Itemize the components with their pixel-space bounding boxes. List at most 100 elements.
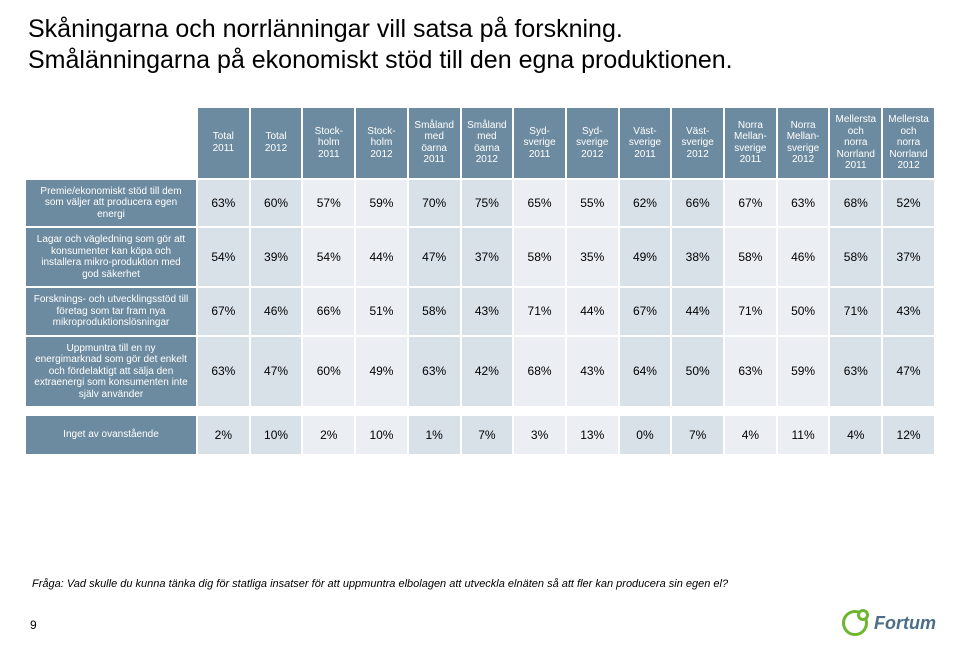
rowlabel-header <box>26 108 196 178</box>
data-cell: 60% <box>303 337 354 407</box>
column-header: Syd-sverige2011 <box>514 108 565 178</box>
data-cell: 44% <box>672 288 723 335</box>
data-cell: 58% <box>725 228 776 286</box>
data-cell: 65% <box>514 180 565 227</box>
column-header: MellerstaochnorraNorrland2012 <box>883 108 934 178</box>
brand-logo: Fortum <box>842 610 936 636</box>
column-header: Stock-holm2011 <box>303 108 354 178</box>
data-cell: 52% <box>883 180 934 227</box>
data-cell: 59% <box>356 180 407 227</box>
data-cell: 60% <box>251 180 302 227</box>
data-cell: 49% <box>620 228 671 286</box>
data-cell: 7% <box>672 416 723 454</box>
data-cell: 11% <box>778 416 829 454</box>
data-cell: 37% <box>462 228 513 286</box>
table-row: Lagar och vägledning som gör att konsume… <box>26 228 934 286</box>
row-label: Forsknings- och utvecklingsstöd till för… <box>26 288 196 335</box>
data-cell: 67% <box>725 180 776 227</box>
data-cell: 54% <box>198 228 249 286</box>
data-table: Total2011Total2012Stock-holm2011Stock-ho… <box>24 106 936 456</box>
data-cell: 62% <box>620 180 671 227</box>
data-cell: 39% <box>251 228 302 286</box>
data-cell: 43% <box>462 288 513 335</box>
data-cell: 4% <box>830 416 881 454</box>
data-cell: 68% <box>830 180 881 227</box>
data-cell: 1% <box>409 416 460 454</box>
data-cell: 63% <box>198 337 249 407</box>
data-cell: 44% <box>356 228 407 286</box>
data-cell: 63% <box>409 337 460 407</box>
table-row: Forsknings- och utvecklingsstöd till för… <box>26 288 934 335</box>
data-cell: 57% <box>303 180 354 227</box>
column-header: NorraMellan-sverige2011 <box>725 108 776 178</box>
table-row: Uppmuntra till en ny energimarknad som g… <box>26 337 934 407</box>
column-header: Total2012 <box>251 108 302 178</box>
data-cell: 42% <box>462 337 513 407</box>
table-row: Inget av ovanstående2%10%2%10%1%7%3%13%0… <box>26 416 934 454</box>
data-cell: 0% <box>620 416 671 454</box>
data-cell: 64% <box>620 337 671 407</box>
data-cell: 51% <box>356 288 407 335</box>
row-label: Uppmuntra till en ny energimarknad som g… <box>26 337 196 407</box>
data-cell: 47% <box>883 337 934 407</box>
data-cell: 54% <box>303 228 354 286</box>
data-cell: 71% <box>725 288 776 335</box>
data-cell: 67% <box>198 288 249 335</box>
data-cell: 58% <box>409 288 460 335</box>
data-cell: 46% <box>778 228 829 286</box>
data-cell: 50% <box>672 337 723 407</box>
data-cell: 66% <box>672 180 723 227</box>
data-cell: 47% <box>251 337 302 407</box>
data-cell: 2% <box>303 416 354 454</box>
data-cell: 68% <box>514 337 565 407</box>
data-cell: 55% <box>567 180 618 227</box>
data-cell: 3% <box>514 416 565 454</box>
data-cell: 10% <box>356 416 407 454</box>
column-header: NorraMellan-sverige2012 <box>778 108 829 178</box>
data-cell: 13% <box>567 416 618 454</box>
slide-title: Skåningarna och norrlänningar vill satsa… <box>28 14 733 77</box>
data-table-container: Total2011Total2012Stock-holm2011Stock-ho… <box>24 106 936 456</box>
brand-name: Fortum <box>874 613 936 634</box>
data-cell: 63% <box>830 337 881 407</box>
column-header: Smålandmedöarna2011 <box>409 108 460 178</box>
data-cell: 2% <box>198 416 249 454</box>
data-cell: 67% <box>620 288 671 335</box>
data-cell: 43% <box>567 337 618 407</box>
column-header: Väst-sverige2011 <box>620 108 671 178</box>
data-cell: 63% <box>198 180 249 227</box>
data-cell: 66% <box>303 288 354 335</box>
data-cell: 63% <box>778 180 829 227</box>
data-cell: 58% <box>514 228 565 286</box>
column-header: Stock-holm2012 <box>356 108 407 178</box>
data-cell: 71% <box>514 288 565 335</box>
data-cell: 63% <box>725 337 776 407</box>
data-cell: 75% <box>462 180 513 227</box>
row-label: Inget av ovanstående <box>26 416 196 454</box>
column-header: Syd-sverige2012 <box>567 108 618 178</box>
column-header: Total2011 <box>198 108 249 178</box>
page-number: 9 <box>30 618 37 632</box>
table-row: Premie/ekonomiskt stöd till dem som välj… <box>26 180 934 227</box>
column-header: Väst-sverige2012 <box>672 108 723 178</box>
data-cell: 12% <box>883 416 934 454</box>
data-cell: 46% <box>251 288 302 335</box>
data-cell: 35% <box>567 228 618 286</box>
data-cell: 7% <box>462 416 513 454</box>
data-cell: 70% <box>409 180 460 227</box>
data-cell: 43% <box>883 288 934 335</box>
data-cell: 10% <box>251 416 302 454</box>
column-header: Smålandmedöarna2012 <box>462 108 513 178</box>
data-cell: 37% <box>883 228 934 286</box>
data-cell: 71% <box>830 288 881 335</box>
column-header: MellerstaochnorraNorrland2011 <box>830 108 881 178</box>
data-cell: 49% <box>356 337 407 407</box>
data-cell: 50% <box>778 288 829 335</box>
data-cell: 4% <box>725 416 776 454</box>
data-cell: 44% <box>567 288 618 335</box>
data-cell: 47% <box>409 228 460 286</box>
title-line-2: Smålänningarna på ekonomiskt stöd till d… <box>28 46 733 74</box>
data-cell: 59% <box>778 337 829 407</box>
data-cell: 58% <box>830 228 881 286</box>
row-label: Lagar och vägledning som gör att konsume… <box>26 228 196 286</box>
